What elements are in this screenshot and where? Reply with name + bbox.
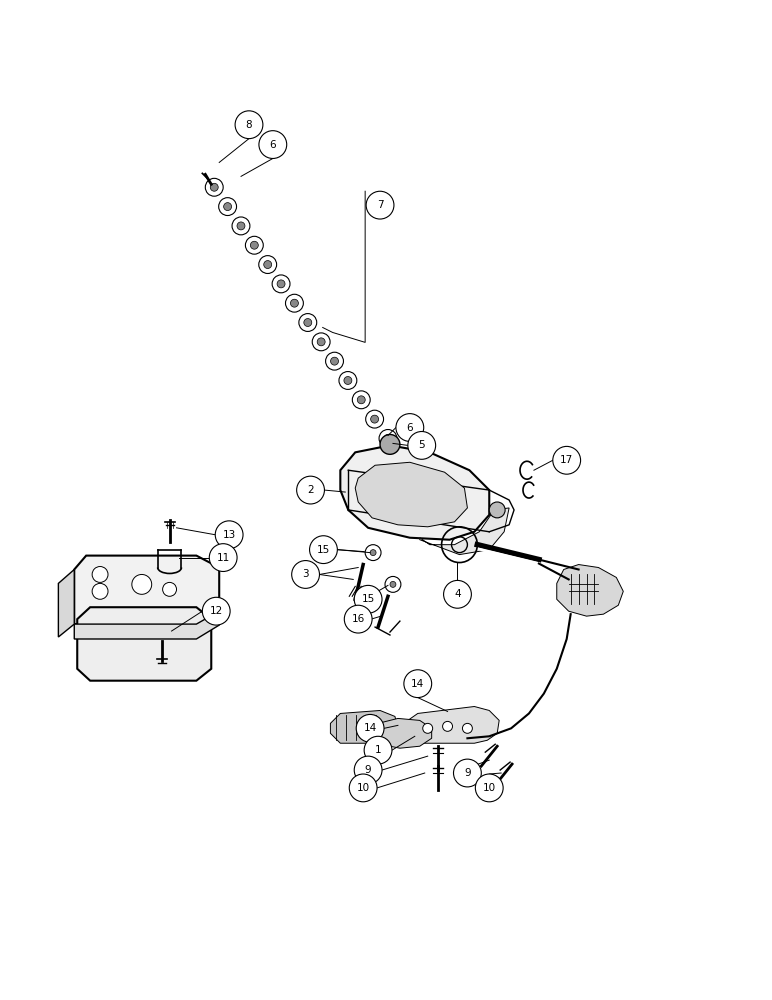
- Circle shape: [245, 236, 263, 254]
- Circle shape: [379, 430, 397, 447]
- Circle shape: [304, 319, 312, 326]
- Text: 10: 10: [482, 783, 496, 793]
- Text: 6: 6: [269, 140, 276, 150]
- Circle shape: [366, 410, 384, 428]
- Circle shape: [310, 536, 337, 564]
- Text: 14: 14: [364, 723, 377, 733]
- Circle shape: [344, 605, 372, 633]
- Circle shape: [404, 670, 432, 698]
- Circle shape: [163, 582, 177, 596]
- Circle shape: [237, 222, 245, 230]
- Circle shape: [132, 574, 152, 594]
- Polygon shape: [355, 462, 467, 527]
- Circle shape: [423, 723, 432, 733]
- Text: 12: 12: [210, 606, 223, 616]
- Circle shape: [357, 396, 365, 404]
- Circle shape: [442, 721, 452, 731]
- Text: 17: 17: [560, 455, 574, 465]
- Circle shape: [396, 414, 424, 441]
- Circle shape: [264, 261, 272, 269]
- Circle shape: [259, 256, 276, 273]
- Text: 4: 4: [454, 589, 461, 599]
- Polygon shape: [59, 569, 74, 637]
- Text: 1: 1: [374, 745, 381, 755]
- Circle shape: [444, 580, 472, 608]
- Polygon shape: [557, 565, 623, 616]
- Circle shape: [292, 561, 320, 588]
- Text: 13: 13: [222, 530, 235, 540]
- Circle shape: [476, 774, 503, 802]
- Circle shape: [330, 357, 338, 365]
- Text: 16: 16: [351, 614, 365, 624]
- Polygon shape: [74, 556, 219, 624]
- Text: 15: 15: [361, 594, 374, 604]
- Circle shape: [339, 372, 357, 389]
- Text: 14: 14: [411, 679, 425, 689]
- Text: 7: 7: [377, 200, 384, 210]
- Circle shape: [210, 183, 218, 191]
- Circle shape: [553, 446, 581, 474]
- Circle shape: [365, 545, 381, 561]
- Circle shape: [290, 299, 299, 307]
- Circle shape: [354, 585, 382, 613]
- Circle shape: [218, 198, 236, 216]
- Circle shape: [296, 476, 324, 504]
- Circle shape: [380, 434, 400, 454]
- Circle shape: [366, 191, 394, 219]
- Circle shape: [384, 434, 392, 442]
- Text: 8: 8: [245, 120, 252, 130]
- Circle shape: [364, 736, 392, 764]
- Circle shape: [92, 567, 108, 582]
- Circle shape: [286, 294, 303, 312]
- Circle shape: [370, 550, 376, 556]
- Polygon shape: [77, 607, 212, 681]
- Circle shape: [453, 759, 481, 787]
- Circle shape: [250, 241, 259, 249]
- Text: 9: 9: [464, 768, 471, 778]
- Circle shape: [371, 415, 378, 423]
- Circle shape: [277, 280, 285, 288]
- Circle shape: [312, 333, 330, 351]
- Circle shape: [356, 714, 384, 742]
- Circle shape: [215, 521, 243, 549]
- Circle shape: [489, 502, 505, 518]
- Circle shape: [259, 131, 286, 158]
- Circle shape: [317, 338, 325, 346]
- Text: 2: 2: [307, 485, 314, 495]
- Text: 10: 10: [357, 783, 370, 793]
- Circle shape: [344, 377, 352, 384]
- Polygon shape: [340, 445, 489, 540]
- Circle shape: [462, 723, 472, 733]
- Text: 9: 9: [365, 765, 371, 775]
- Circle shape: [235, 111, 263, 139]
- Circle shape: [205, 178, 223, 196]
- Circle shape: [352, 391, 371, 409]
- Polygon shape: [420, 508, 509, 555]
- Circle shape: [273, 275, 290, 293]
- Polygon shape: [330, 710, 398, 743]
- Text: 6: 6: [407, 423, 413, 433]
- Polygon shape: [375, 718, 432, 748]
- Circle shape: [349, 774, 377, 802]
- Circle shape: [299, 314, 317, 331]
- Circle shape: [354, 756, 382, 784]
- Circle shape: [385, 576, 401, 592]
- Circle shape: [209, 544, 237, 571]
- Circle shape: [232, 217, 250, 235]
- Circle shape: [408, 431, 435, 459]
- Circle shape: [92, 583, 108, 599]
- Circle shape: [390, 581, 396, 587]
- Polygon shape: [74, 611, 219, 639]
- Text: 11: 11: [217, 553, 230, 563]
- Text: 15: 15: [317, 545, 330, 555]
- Polygon shape: [408, 707, 499, 743]
- Circle shape: [202, 597, 230, 625]
- Text: 3: 3: [303, 569, 309, 579]
- Circle shape: [326, 352, 344, 370]
- Text: 5: 5: [418, 440, 425, 450]
- Circle shape: [224, 203, 232, 211]
